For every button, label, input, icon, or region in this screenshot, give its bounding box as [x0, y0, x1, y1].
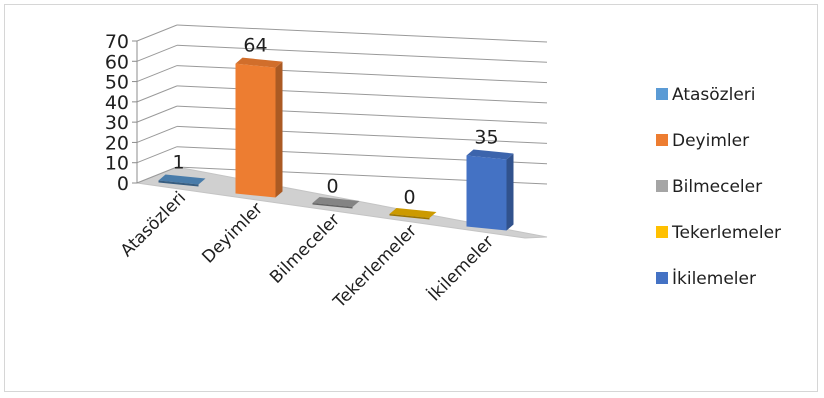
bar-front-face: [466, 155, 507, 231]
data-labels: 1 64 0 0 35: [172, 35, 498, 209]
gridline-back: [176, 24, 548, 43]
x-tick-label: Tekerlemeler: [329, 221, 421, 313]
bar-front-face: [235, 63, 276, 198]
legend-item: Bilmeceler: [656, 177, 762, 197]
bar-side-face: [506, 153, 514, 231]
data-label: 0: [403, 187, 415, 209]
y-tick-label: 10: [105, 153, 129, 175]
gridline-back: [176, 44, 548, 63]
legend-swatch: [656, 272, 668, 284]
gridline-side: [136, 65, 178, 83]
legend-swatch: [656, 180, 668, 192]
bar-side-face: [275, 61, 283, 198]
bar-2: [235, 57, 283, 198]
gridline-back: [176, 105, 548, 124]
legend-item: Atasözleri: [656, 85, 756, 105]
y-tick-label: 60: [105, 51, 129, 73]
y-tick-label: 0: [117, 173, 129, 195]
legend-label: Tekerlemeler: [671, 223, 781, 243]
bar-front-face: [158, 180, 199, 187]
bar-4: [389, 208, 437, 220]
legend: Atasözleri Deyimler Bilmeceler Tekerlemeler…: [656, 85, 781, 289]
gridline-side: [136, 85, 178, 103]
x-tick-label: İkilemeler: [424, 231, 498, 305]
gridline-side: [136, 166, 178, 184]
data-label: 1: [172, 151, 184, 173]
data-label: 64: [243, 35, 267, 57]
gridline-back: [176, 85, 548, 104]
bar-top-face: [235, 57, 283, 68]
bar-top-face: [158, 174, 206, 185]
bar-top-face: [389, 208, 437, 218]
bar-5: [466, 149, 514, 231]
legend-swatch: [656, 134, 668, 146]
legend-label: İkilemeler: [672, 268, 756, 289]
gridline-side: [136, 44, 178, 62]
bar-front-face: [312, 203, 353, 209]
x-tick-label: Bilmeceler: [266, 210, 344, 288]
legend-item: İkilemeler: [656, 268, 756, 289]
gridline-side: [136, 146, 178, 164]
y-tick-label: 50: [105, 72, 129, 94]
y-tick-label: 70: [105, 31, 129, 53]
bar-top-face: [466, 149, 514, 160]
gridline-side: [136, 105, 178, 123]
y-tick-label: 20: [105, 132, 129, 154]
y-tick-label: 30: [105, 112, 129, 134]
gridline-side: [136, 125, 178, 143]
bar-3: [312, 197, 360, 209]
y-tick-label: 40: [105, 92, 129, 114]
legend-item: Deyimler: [656, 131, 749, 151]
x-tick-label: Deyimler: [198, 199, 267, 268]
legend-label: Atasözleri: [672, 85, 756, 105]
bar-1: [158, 174, 206, 187]
legend-swatch: [656, 226, 668, 238]
data-label: 0: [326, 176, 338, 198]
x-tick-label: Atasözleri: [117, 188, 190, 261]
legend-item: Tekerlemeler: [656, 223, 781, 243]
legend-label: Deyimler: [672, 131, 749, 151]
legend-label: Bilmeceler: [672, 177, 762, 197]
chart-frame: 0 10 20 30 40 50 60 70 1 64 0 0 35 Atasözleri Deyiml…: [4, 4, 818, 392]
data-label: 35: [474, 127, 498, 149]
bar-front-face: [389, 214, 430, 220]
legend-swatch: [656, 88, 668, 100]
gridline-back: [176, 65, 548, 84]
gridline-side: [136, 24, 178, 42]
bars: [158, 57, 514, 231]
bar-top-face: [312, 197, 360, 207]
